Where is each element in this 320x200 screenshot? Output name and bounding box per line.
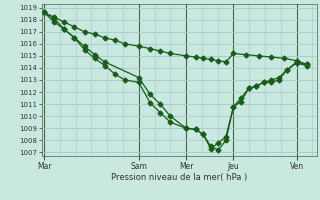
X-axis label: Pression niveau de la mer( hPa ): Pression niveau de la mer( hPa ) xyxy=(111,173,247,182)
